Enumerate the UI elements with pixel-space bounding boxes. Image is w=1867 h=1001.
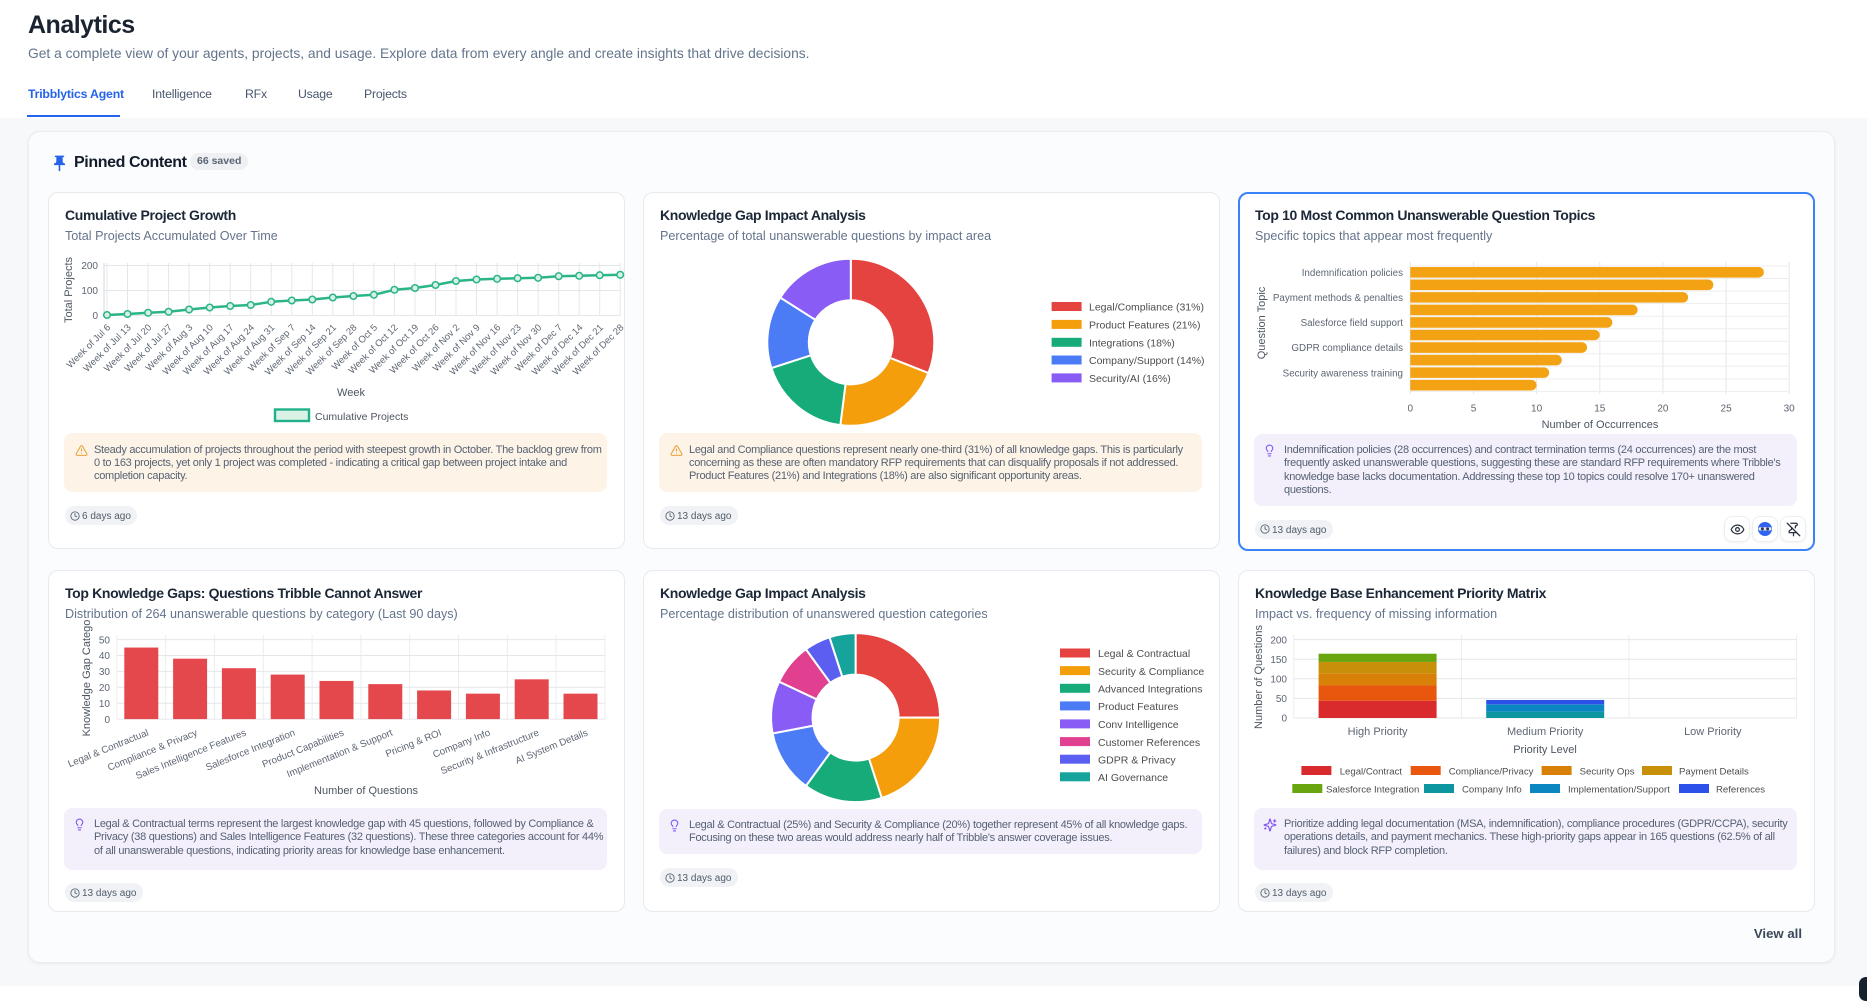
svg-text:100: 100 [1270, 675, 1287, 686]
svg-text:Number of Questions: Number of Questions [314, 785, 418, 797]
svg-text:GDPR compliance details: GDPR compliance details [1291, 343, 1403, 354]
svg-text:0: 0 [1281, 714, 1287, 725]
svg-text:Number of Occurrences: Number of Occurrences [1542, 419, 1659, 431]
svg-text:Payment Details: Payment Details [1679, 767, 1749, 778]
svg-text:0: 0 [1408, 404, 1414, 415]
svg-text:0: 0 [104, 715, 110, 726]
svg-text:High Priority: High Priority [1348, 726, 1408, 738]
svg-text:Number of Questions: Number of Questions [1253, 625, 1265, 729]
svg-text:Priority Level: Priority Level [1513, 744, 1577, 756]
svg-text:Advanced Integrations: Advanced Integrations [1098, 684, 1203, 696]
svg-text:30: 30 [1784, 404, 1796, 415]
svg-text:200: 200 [81, 261, 98, 272]
svg-text:Medium Priority: Medium Priority [1507, 726, 1584, 738]
svg-text:20: 20 [1657, 404, 1669, 415]
svg-text:Indemnification policies: Indemnification policies [1302, 268, 1403, 279]
svg-text:Cumulative Projects: Cumulative Projects [315, 411, 408, 423]
svg-text:15: 15 [1594, 404, 1606, 415]
svg-text:0: 0 [92, 311, 98, 322]
svg-text:Product Features (21%): Product Features (21%) [1089, 320, 1200, 332]
svg-text:10: 10 [99, 699, 111, 710]
svg-text:Week: Week [337, 387, 365, 399]
svg-text:References: References [1716, 785, 1765, 796]
svg-text:Product Features: Product Features [1098, 701, 1179, 713]
svg-text:Security Ops: Security Ops [1580, 767, 1635, 778]
svg-text:Knowledge Gap Catego: Knowledge Gap Catego [81, 620, 93, 737]
svg-text:40: 40 [99, 651, 111, 662]
svg-text:Legal/Compliance (31%): Legal/Compliance (31%) [1089, 302, 1204, 314]
svg-text:Salesforce Integration: Salesforce Integration [1326, 785, 1419, 796]
svg-text:200: 200 [1270, 635, 1287, 646]
svg-text:Integrations (18%): Integrations (18%) [1089, 338, 1175, 350]
svg-text:25: 25 [1721, 404, 1733, 415]
svg-text:Implementation/Support: Implementation/Support [1568, 785, 1670, 796]
svg-text:20: 20 [99, 683, 111, 694]
svg-text:50: 50 [1276, 694, 1288, 705]
svg-text:Payment methods & penalties: Payment methods & penalties [1273, 293, 1403, 304]
svg-text:Conv Intelligence: Conv Intelligence [1098, 719, 1179, 731]
svg-text:Customer References: Customer References [1098, 737, 1200, 749]
svg-text:Security & Compliance: Security & Compliance [1098, 666, 1204, 678]
svg-text:Legal & Contractual: Legal & Contractual [1098, 648, 1190, 660]
svg-text:GDPR & Privacy: GDPR & Privacy [1098, 754, 1176, 766]
svg-text:150: 150 [1270, 655, 1287, 666]
svg-text:100: 100 [81, 286, 98, 297]
svg-text:Company Info: Company Info [1462, 785, 1522, 796]
svg-text:Security awareness training: Security awareness training [1283, 368, 1403, 379]
svg-text:10: 10 [1531, 404, 1543, 415]
svg-text:50: 50 [99, 635, 111, 646]
svg-text:30: 30 [99, 667, 111, 678]
svg-text:5: 5 [1471, 404, 1477, 415]
svg-text:Company/Support (14%): Company/Support (14%) [1089, 355, 1205, 367]
svg-text:Question Topic: Question Topic [1256, 286, 1268, 359]
svg-text:Total Projects: Total Projects [63, 256, 75, 323]
svg-text:Salesforce field support: Salesforce field support [1301, 318, 1404, 329]
svg-text:Low Priority: Low Priority [1684, 726, 1742, 738]
svg-text:Security/AI (16%): Security/AI (16%) [1089, 373, 1171, 385]
svg-text:AI Governance: AI Governance [1098, 772, 1168, 784]
svg-text:Compliance/Privacy: Compliance/Privacy [1449, 767, 1534, 778]
svg-text:Legal/Contract: Legal/Contract [1340, 767, 1403, 778]
